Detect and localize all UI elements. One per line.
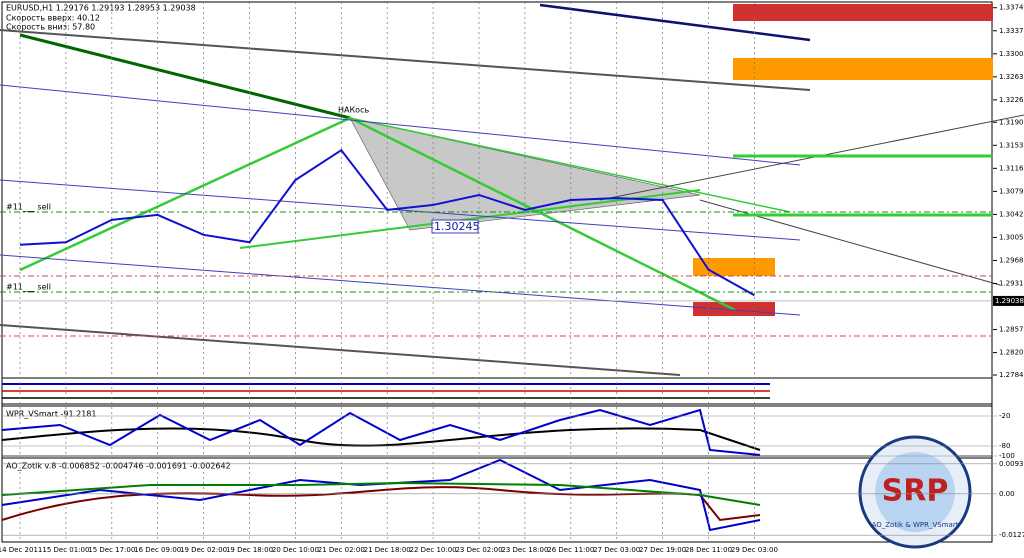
x-tick-label: 19 Dec 18:00 [226, 546, 273, 554]
annotation: 1.30245 [434, 220, 480, 233]
price-line [19, 148, 755, 297]
y-tick-label: 1.29688 [999, 256, 1024, 264]
x-tick-label: 23 Dec 02:00 [455, 546, 502, 554]
x-tick-label: 26 Dec 11:00 [547, 546, 594, 554]
y-tick-label: 1.31908 [999, 118, 1024, 126]
y-tick-label: 1.30798 [999, 187, 1024, 195]
zone [693, 258, 775, 276]
x-tick-label: 27 Dec 03:00 [593, 546, 640, 554]
y-tick-label: -100 [999, 452, 1015, 460]
ao-line [1, 458, 761, 532]
y-tick-label: -0.01278 [999, 531, 1024, 539]
current-price-box [993, 295, 1024, 306]
y-tick-label: 1.28208 [999, 349, 1024, 357]
logo-caption: AO_Zotik & WPR_VSmart [872, 521, 959, 529]
y-tick-label: 1.29318 [999, 280, 1024, 288]
channel-line [0, 84, 801, 166]
x-tick-label: 27 Dec 19:00 [639, 546, 686, 554]
y-tick-label: 1.31168 [999, 164, 1024, 172]
logo-mark: SRP [882, 474, 949, 509]
logo-disc [875, 452, 955, 532]
x-tick-label: 21 Dec 02:00 [318, 546, 365, 554]
y-tick-label: 1.31538 [999, 141, 1024, 149]
ao-label: AO_Zotik v.8 -0.006852 -0.004746 -0.0016… [6, 462, 231, 471]
wpr-line [1, 408, 761, 456]
x-tick-label: 15 Dec 01:00 [42, 546, 89, 554]
trend-line [539, 3, 811, 42]
trend-line [349, 116, 736, 312]
y-tick-label: 1.30058 [999, 233, 1024, 241]
x-tick-label: 15 Dec 17:00 [88, 546, 135, 554]
y-tick-label: 0.00931 [999, 460, 1024, 468]
trend-line [0, 324, 681, 376]
y-tick-label: 0.00 [999, 490, 1015, 498]
x-tick-label: 28 Dec 11:00 [685, 546, 732, 554]
x-tick-label: 23 Dec 18:00 [501, 546, 548, 554]
ao-panel [1, 457, 993, 543]
wpr-signal [1, 427, 761, 451]
annotation: #11___ sell [6, 203, 51, 212]
y-tick-label: 1.33748 [999, 4, 1024, 12]
y-tick-label: 1.28578 [999, 326, 1024, 334]
x-tick-label: 16 Dec 09:00 [134, 546, 181, 554]
speed-up: Скорость вверх: 40.12 [6, 14, 100, 23]
trend-line [0, 29, 811, 91]
trend-line [349, 117, 791, 213]
y-tick-label: 1.32638 [999, 73, 1024, 81]
y-tick-label: -80 [999, 442, 1010, 450]
y-tick-label: -20 [999, 412, 1010, 420]
level-box [431, 219, 479, 234]
channel-line [0, 254, 801, 316]
y-tick-label: 1.33378 [999, 27, 1024, 35]
y-tick-label: 1.30428 [999, 210, 1024, 218]
y-tick-label: 1.27848 [999, 371, 1024, 379]
wpr-label: WPR_VSmart -91.2181 [6, 410, 96, 419]
ao-line [1, 481, 761, 506]
x-tick-label: 29 Dec 03:00 [731, 546, 778, 554]
speed-down: Скорость вниз: 57.80 [6, 23, 95, 32]
channel-line [0, 179, 801, 241]
x-tick-label: 21 Dec 18:00 [364, 546, 411, 554]
x-tick-label: 20 Dec 10:00 [272, 546, 319, 554]
y-tick-label: 1.32268 [999, 96, 1024, 104]
symbol-line: EURUSD,H1 1.29176 1.29193 1.28953 1.2903… [6, 4, 196, 13]
x-tick-label: 14 Dec 2011 [0, 546, 42, 554]
zone [733, 58, 993, 80]
y-tick-label: 1.33008 [999, 50, 1024, 58]
x-tick-label: 22 Dec 10:00 [410, 546, 457, 554]
logo: SRP AO_Zotik & WPR_VSmart [858, 435, 972, 549]
trend-line [19, 33, 351, 120]
x-tick-label: 19 Dec 02:00 [180, 546, 227, 554]
trend-line [239, 189, 701, 249]
current-price-label: 1.29038 [995, 297, 1024, 305]
annotation: НАКось [338, 106, 369, 115]
zone [733, 4, 993, 21]
annotation: #11___ sell [6, 283, 51, 292]
